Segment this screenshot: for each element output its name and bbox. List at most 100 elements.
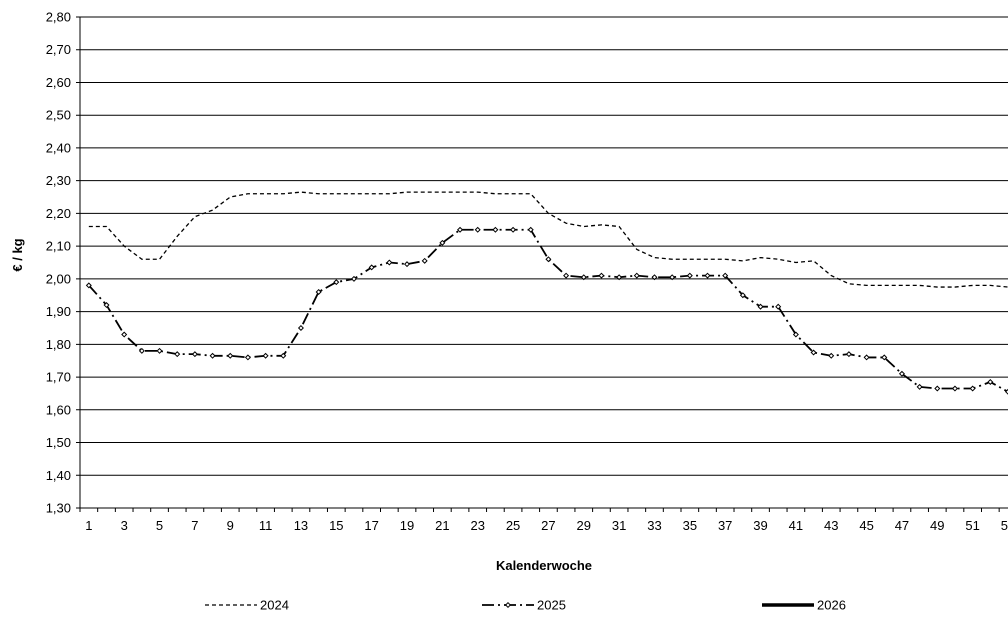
data-point [85, 282, 92, 289]
data-point [474, 226, 481, 233]
data-point [669, 274, 676, 281]
data-point [863, 354, 870, 361]
data-point [209, 352, 216, 359]
data-point [775, 303, 782, 310]
data-point [545, 256, 552, 263]
x-tick-label: 41 [789, 518, 803, 533]
data-point [845, 351, 852, 358]
y-tick-label: 2,60 [46, 75, 71, 90]
legend-label: 2025 [537, 598, 566, 613]
legend-marker [504, 601, 512, 609]
data-point [439, 239, 446, 246]
data-point [686, 272, 693, 279]
data-point [951, 385, 958, 392]
data-point [810, 349, 817, 356]
x-tick-label: 1 [85, 518, 92, 533]
x-tick-label: 27 [541, 518, 555, 533]
x-tick-label: 53 [1001, 518, 1008, 533]
data-point [792, 331, 799, 338]
x-tick-label: 21 [435, 518, 449, 533]
x-tick-label: 37 [718, 518, 732, 533]
legend-item-2024: 2024 [205, 598, 289, 613]
y-tick-label: 1,70 [46, 370, 71, 385]
data-point [386, 259, 393, 266]
y-tick-labels: 1,30 1,40 1,50 1,60 1,70 1,80 1,90 2,00 2,10 2,20… [46, 10, 71, 516]
data-point [757, 303, 764, 310]
y-tick-label: 2,70 [46, 42, 71, 57]
data-point [138, 347, 145, 354]
data-point [174, 351, 181, 358]
gridlines [76, 16, 1008, 509]
data-point [527, 226, 534, 233]
data-point [704, 272, 711, 279]
x-tick-label: 7 [191, 518, 198, 533]
data-point [156, 347, 163, 354]
x-tick-label: 35 [683, 518, 697, 533]
y-tick-label: 2,30 [46, 173, 71, 188]
data-point [121, 331, 128, 338]
x-tick-label: 15 [329, 518, 343, 533]
x-tick-label: 9 [227, 518, 234, 533]
series-line-2025 [88, 228, 1008, 393]
data-point [898, 370, 905, 377]
x-tick-label: 45 [859, 518, 873, 533]
x-tick-label: 3 [121, 518, 128, 533]
legend-label: 2024 [260, 598, 289, 613]
data-point [969, 385, 976, 392]
data-point [881, 354, 888, 361]
x-tick-label: 33 [647, 518, 661, 533]
data-point [333, 279, 340, 286]
data-point [492, 226, 499, 233]
x-tick-label: 31 [612, 518, 626, 533]
data-point [350, 275, 357, 282]
data-point [739, 292, 746, 299]
series-lines [85, 191, 1008, 395]
y-tick-label: 1,80 [46, 337, 71, 352]
data-point [244, 354, 251, 361]
y-tick-label: 2,40 [46, 140, 71, 155]
x-tick-label: 29 [577, 518, 591, 533]
data-point [510, 226, 517, 233]
axes [79, 17, 1008, 512]
data-point [651, 274, 658, 281]
x-tick-label: 43 [824, 518, 838, 533]
y-tick-label: 1,30 [46, 501, 71, 516]
y-tick-label: 2,20 [46, 206, 71, 221]
data-point [916, 383, 923, 390]
x-tick-label: 13 [294, 518, 308, 533]
y-tick-label: 1,90 [46, 304, 71, 319]
y-tick-label: 2,10 [46, 239, 71, 254]
data-point [262, 352, 269, 359]
y-tick-label: 2,50 [46, 108, 71, 123]
y-tick-label: 1,40 [46, 468, 71, 483]
data-point [297, 324, 304, 331]
y-tick-label: 1,60 [46, 402, 71, 417]
data-point [227, 352, 234, 359]
x-tick-label: 51 [965, 518, 979, 533]
legend: 2024 2025 2026 [205, 598, 846, 613]
data-point [934, 385, 941, 392]
legend-label: 2026 [817, 598, 846, 613]
x-tick-labels: 1 3 5 7 9 11 13 15 17 19 21 23 25 27 29 31 33 35 37 39 41 43 4… [85, 518, 1008, 533]
y-tick-label: 1,50 [46, 435, 71, 450]
x-tick-label: 11 [259, 518, 273, 533]
x-tick-label: 47 [895, 518, 909, 533]
data-point [103, 302, 110, 309]
data-point [421, 257, 428, 264]
data-point [598, 272, 605, 279]
y-tick-label: 2,00 [46, 271, 71, 286]
x-tick-label: 49 [930, 518, 944, 533]
data-point [191, 351, 198, 358]
data-point [563, 272, 570, 279]
x-tick-label: 23 [470, 518, 484, 533]
x-tick-label: 39 [753, 518, 767, 533]
data-point [828, 352, 835, 359]
data-point [616, 274, 623, 281]
y-tick-label: 2,80 [46, 10, 71, 25]
data-point [722, 272, 729, 279]
x-tick-label: 17 [364, 518, 378, 533]
data-point [404, 261, 411, 268]
data-point [580, 274, 587, 281]
legend-item-2025: 2025 [482, 598, 566, 613]
legend-item-2026: 2026 [762, 598, 846, 613]
